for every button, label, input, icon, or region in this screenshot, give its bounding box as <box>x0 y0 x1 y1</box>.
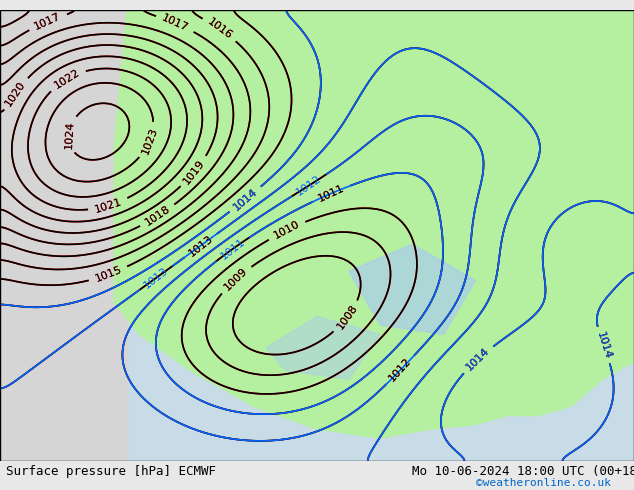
Text: 1013: 1013 <box>186 233 215 258</box>
Text: 1012: 1012 <box>295 173 323 197</box>
Text: 1014: 1014 <box>595 330 612 360</box>
Text: 1008: 1008 <box>335 303 359 332</box>
Text: 1012: 1012 <box>387 356 413 384</box>
Text: 1023: 1023 <box>140 126 159 156</box>
Text: 1024: 1024 <box>63 120 75 149</box>
Text: 1021: 1021 <box>93 196 123 215</box>
Text: 1017: 1017 <box>160 13 190 34</box>
Text: 1010: 1010 <box>272 219 301 241</box>
Polygon shape <box>349 244 476 334</box>
Text: 1009: 1009 <box>222 266 249 293</box>
Text: 1018: 1018 <box>143 204 172 228</box>
Text: 1014: 1014 <box>595 330 612 360</box>
Text: 1023: 1023 <box>140 126 159 156</box>
Polygon shape <box>0 10 634 461</box>
Text: 1020: 1020 <box>4 79 28 108</box>
Text: 1014: 1014 <box>231 186 259 212</box>
Polygon shape <box>266 317 380 379</box>
Text: 1009: 1009 <box>222 266 249 293</box>
Text: 1014: 1014 <box>464 346 491 373</box>
Text: 1017: 1017 <box>160 13 190 34</box>
Text: 1013: 1013 <box>186 233 215 258</box>
Text: 1017: 1017 <box>33 11 63 32</box>
Text: 1024: 1024 <box>63 120 75 149</box>
Text: 1014: 1014 <box>231 186 259 212</box>
Text: 1015: 1015 <box>93 265 123 284</box>
Text: ©weatheronline.co.uk: ©weatheronline.co.uk <box>476 478 611 488</box>
Text: 1013: 1013 <box>142 266 170 291</box>
Text: 1012: 1012 <box>387 356 413 384</box>
Text: 1015: 1015 <box>93 265 123 284</box>
Text: 1020: 1020 <box>4 79 28 108</box>
Text: 1014: 1014 <box>464 346 491 373</box>
Text: 1014: 1014 <box>231 186 259 212</box>
Text: Mo 10-06-2024 18:00 UTC (00+186): Mo 10-06-2024 18:00 UTC (00+186) <box>412 465 634 478</box>
Text: 1011: 1011 <box>317 183 346 204</box>
Text: 1011: 1011 <box>317 183 346 204</box>
Text: 1019: 1019 <box>182 158 207 186</box>
Text: 1014: 1014 <box>464 346 491 373</box>
Text: 1022: 1022 <box>52 67 82 91</box>
Text: 1021: 1021 <box>93 196 123 215</box>
Text: 1011: 1011 <box>219 237 247 262</box>
Polygon shape <box>0 10 127 461</box>
Polygon shape <box>0 10 114 461</box>
Text: Surface pressure [hPa] ECMWF: Surface pressure [hPa] ECMWF <box>6 465 216 478</box>
Text: 1016: 1016 <box>205 17 234 42</box>
Text: 1014: 1014 <box>595 330 612 360</box>
Text: 1016: 1016 <box>205 17 234 42</box>
Text: 1017: 1017 <box>33 11 63 32</box>
Polygon shape <box>114 10 634 438</box>
Text: 1018: 1018 <box>143 204 172 228</box>
Text: 1019: 1019 <box>182 158 207 186</box>
Text: 1008: 1008 <box>335 303 359 332</box>
Text: 1010: 1010 <box>272 219 301 241</box>
Text: 1022: 1022 <box>52 67 82 91</box>
